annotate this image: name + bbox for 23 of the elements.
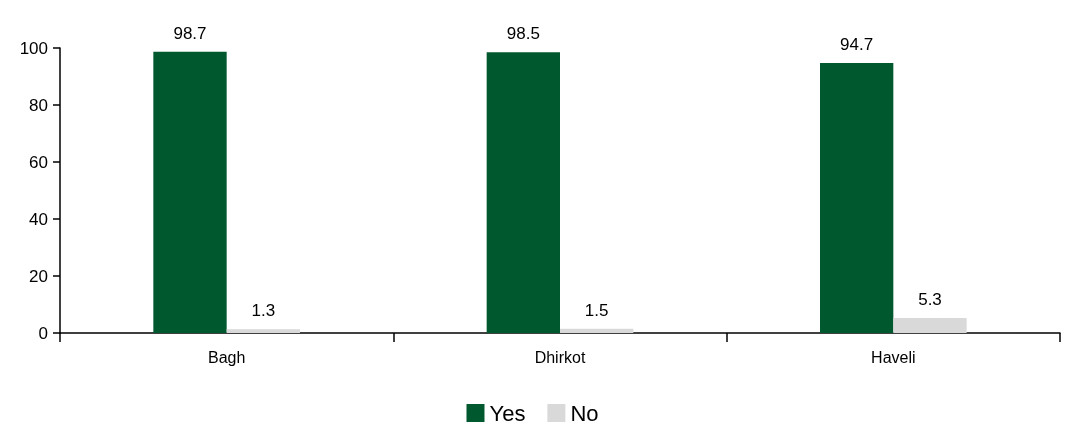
y-tick-label: 60 <box>29 152 48 172</box>
data-label: 5.3 <box>918 289 942 309</box>
x-tick-label: Haveli <box>871 348 916 366</box>
x-tick-label: Dhirkot <box>534 348 586 366</box>
legend-label: No <box>570 400 599 426</box>
x-tick-label: Bagh <box>207 348 246 366</box>
data-label: 98.5 <box>506 24 540 44</box>
data-label: 1.5 <box>584 300 609 320</box>
legend-label: Yes <box>489 400 526 426</box>
bar <box>486 52 560 333</box>
y-tick-label: 40 <box>29 209 48 229</box>
y-tick-label: 20 <box>29 266 48 286</box>
bar <box>560 328 634 333</box>
data-label: 1.3 <box>251 301 276 321</box>
data-label: 94.7 <box>840 35 874 55</box>
y-tick-label: 0 <box>38 323 48 343</box>
bar <box>893 317 967 333</box>
bar <box>153 51 227 333</box>
y-tick-label: 80 <box>29 95 48 115</box>
bar <box>820 63 894 333</box>
y-tick-label: 100 <box>19 38 48 58</box>
data-label: 98.7 <box>173 23 207 43</box>
bar <box>226 329 300 333</box>
